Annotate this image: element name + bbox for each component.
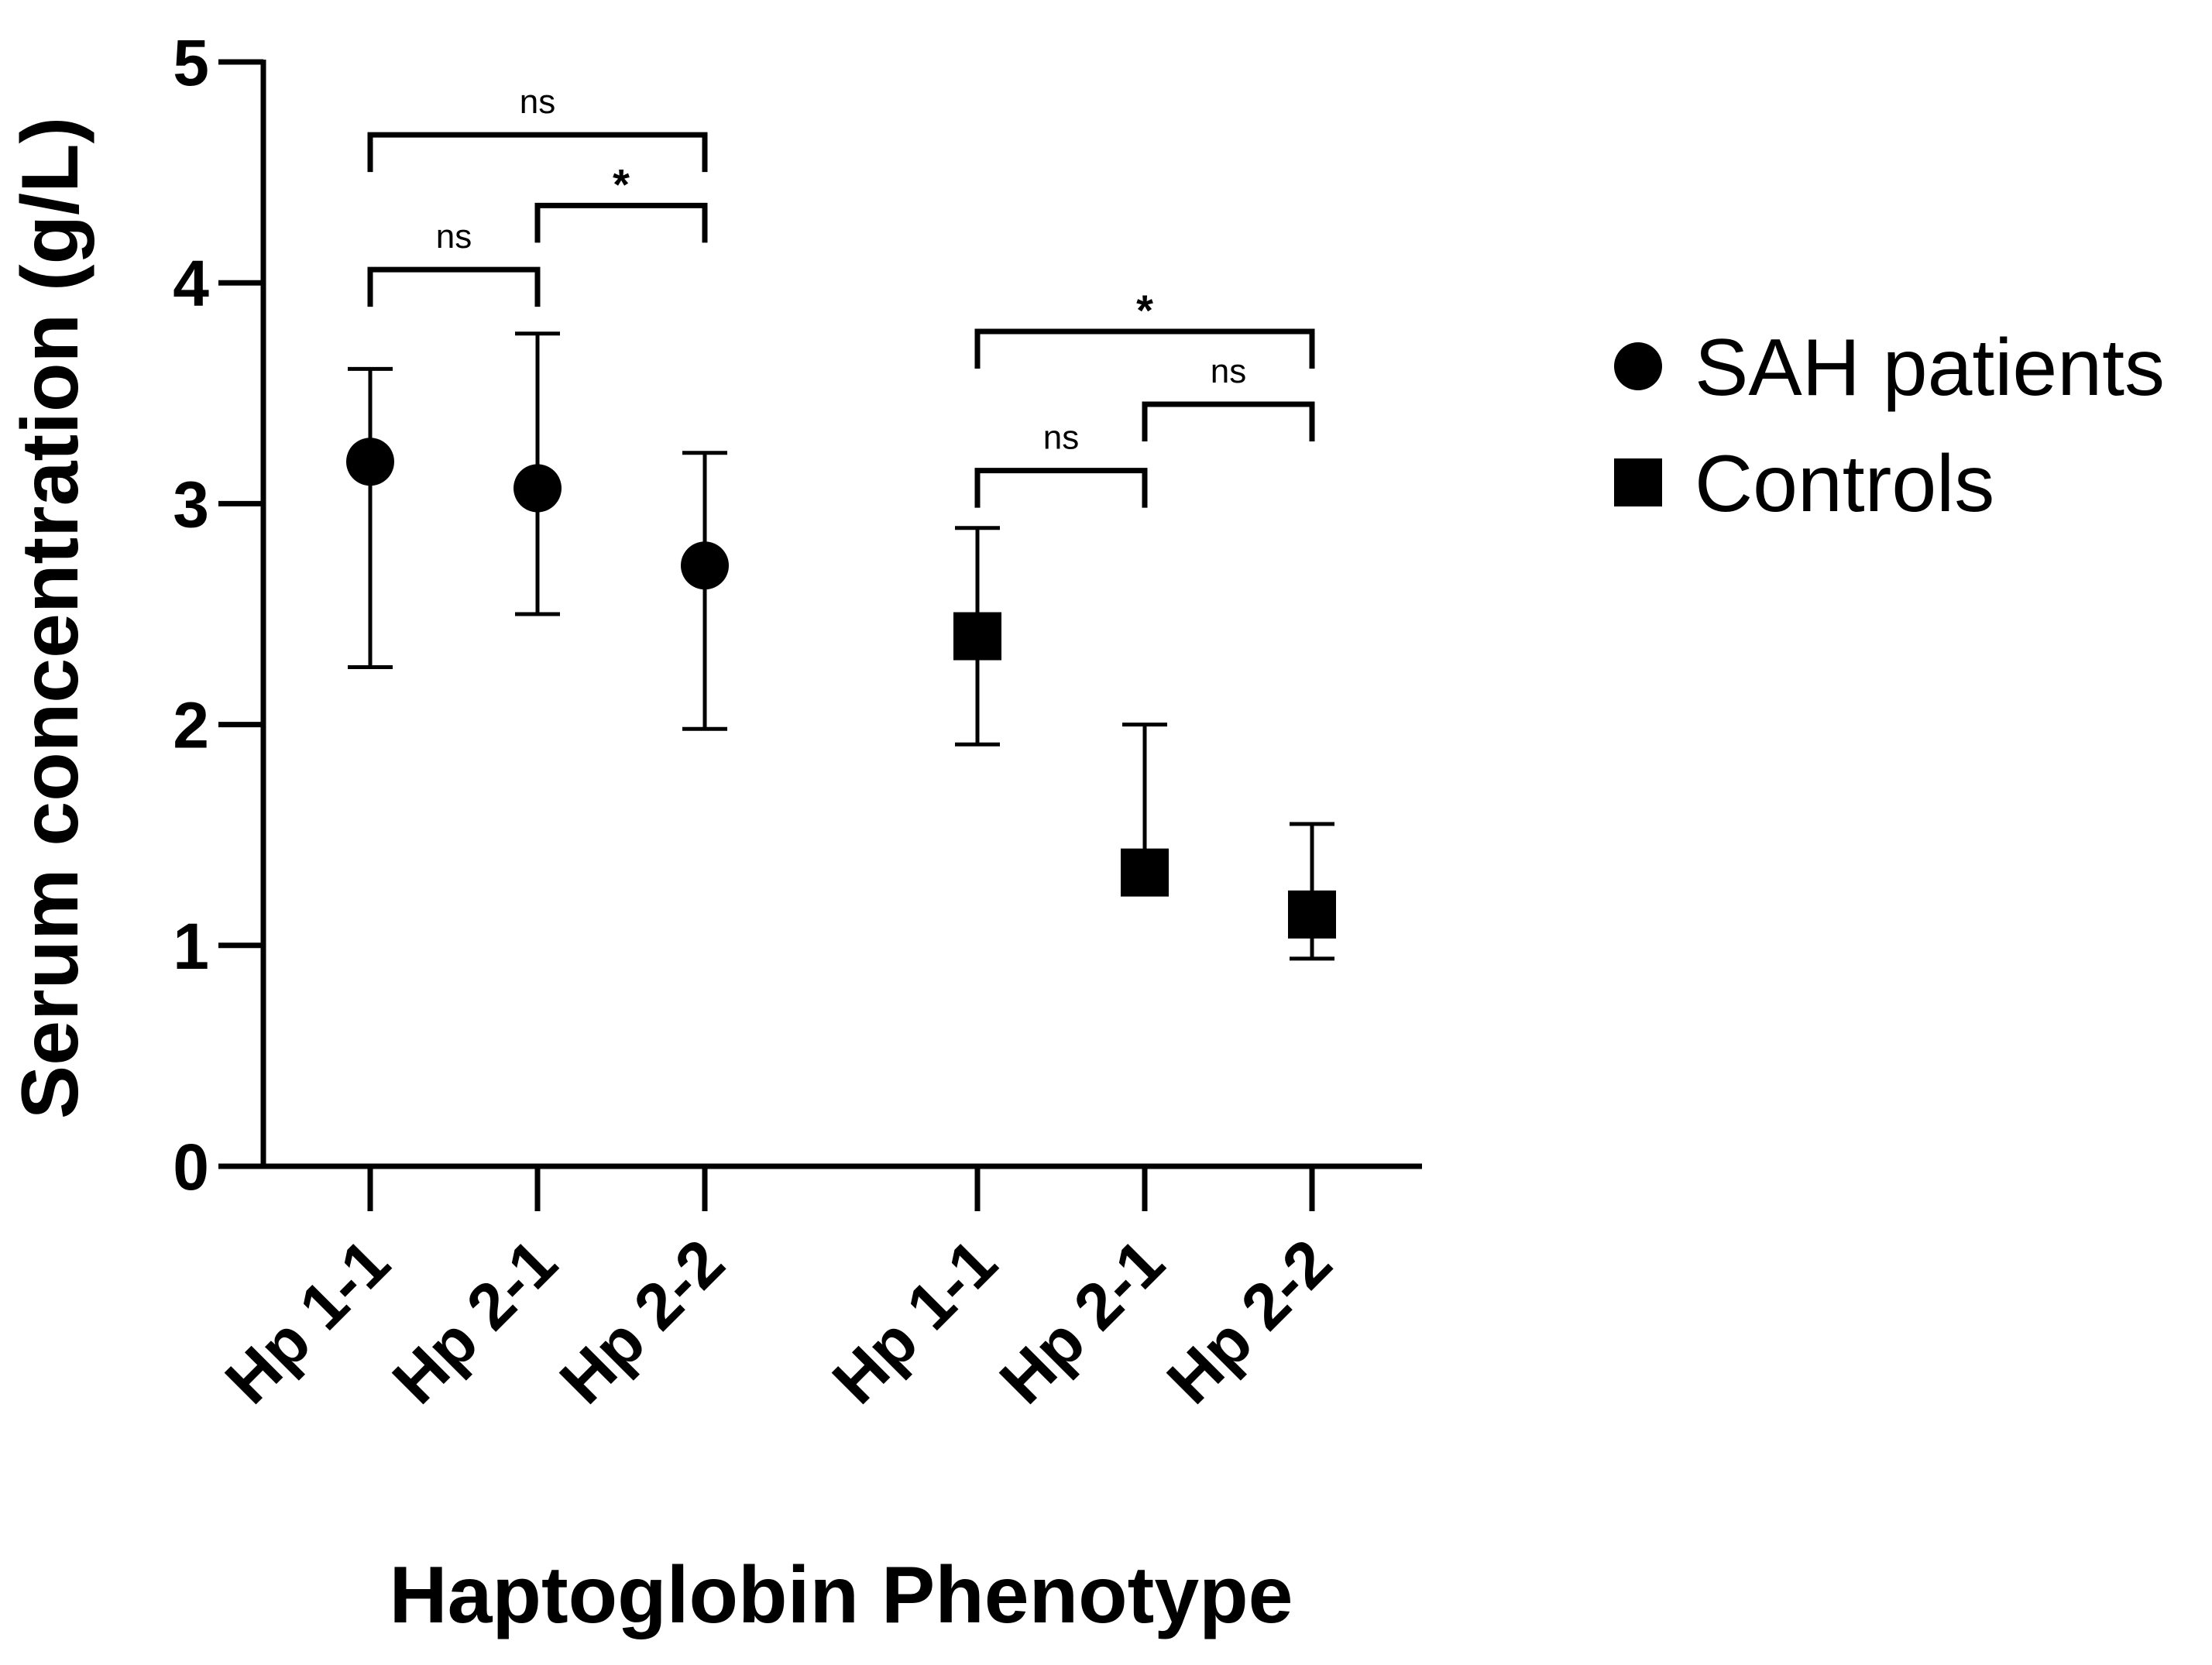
legend-item: SAH patients <box>1614 323 2165 413</box>
significance-bracket: * <box>534 160 708 243</box>
y-tick-label: 2 <box>173 689 209 762</box>
data-point <box>346 438 394 486</box>
legend: SAH patients Controls <box>1614 323 2165 529</box>
data-point <box>514 464 562 513</box>
legend-label: Controls <box>1695 439 1994 529</box>
bracket-line <box>534 202 708 243</box>
significance-label: * <box>613 160 630 208</box>
x-tick-label: Hp 2-2 <box>546 1225 738 1417</box>
bracket-line <box>367 132 708 173</box>
bracket-line <box>1142 401 1315 442</box>
significance-label: ns <box>1043 419 1079 457</box>
bracket-line <box>974 468 1148 508</box>
significance-bracket: * <box>974 286 1315 369</box>
significance-label: ns <box>436 218 472 256</box>
x-tick-label: Hp 2-1 <box>986 1225 1178 1417</box>
data-point <box>1121 848 1169 897</box>
significance-label: * <box>1136 286 1153 335</box>
y-tick-label: 4 <box>173 247 209 320</box>
x-tick-label: Hp 2-2 <box>1153 1225 1345 1417</box>
significance-bracket: ns <box>367 218 541 307</box>
plot-area <box>346 331 1336 961</box>
x-tick-label: Hp 1-1 <box>819 1225 1011 1417</box>
x-tick-label: Hp 2-1 <box>379 1225 571 1417</box>
y-tick-label: 3 <box>173 468 209 541</box>
x-axis-title: Haptoglobin Phenotype <box>389 1550 1293 1640</box>
data-point <box>953 612 1001 661</box>
legend-label: SAH patients <box>1695 323 2165 413</box>
series-sah-patients <box>346 331 729 731</box>
data-point <box>1288 890 1336 939</box>
y-tick-label: 5 <box>173 26 209 99</box>
significance-bracket: ns <box>367 83 708 173</box>
series-controls <box>953 526 1336 961</box>
significance-label: ns <box>520 83 555 121</box>
significance-bracket: ns <box>974 419 1148 508</box>
significance-bracket: ns <box>1142 352 1315 442</box>
data-point <box>681 541 729 590</box>
x-tick-label: Hp 1-1 <box>211 1225 404 1417</box>
bracket-line <box>367 266 541 307</box>
legend-circle-marker <box>1614 342 1662 390</box>
significance-label: ns <box>1211 352 1246 390</box>
y-tick-label: 0 <box>173 1131 209 1203</box>
significance-annotations: ns * ns * ns ns <box>367 83 1315 508</box>
y-tick-label: 1 <box>173 910 209 983</box>
legend-square-marker <box>1614 458 1662 506</box>
bracket-line <box>974 328 1315 369</box>
legend-item: Controls <box>1614 439 1994 529</box>
y-axis-title: Serum concentration (g/L) <box>5 117 95 1119</box>
